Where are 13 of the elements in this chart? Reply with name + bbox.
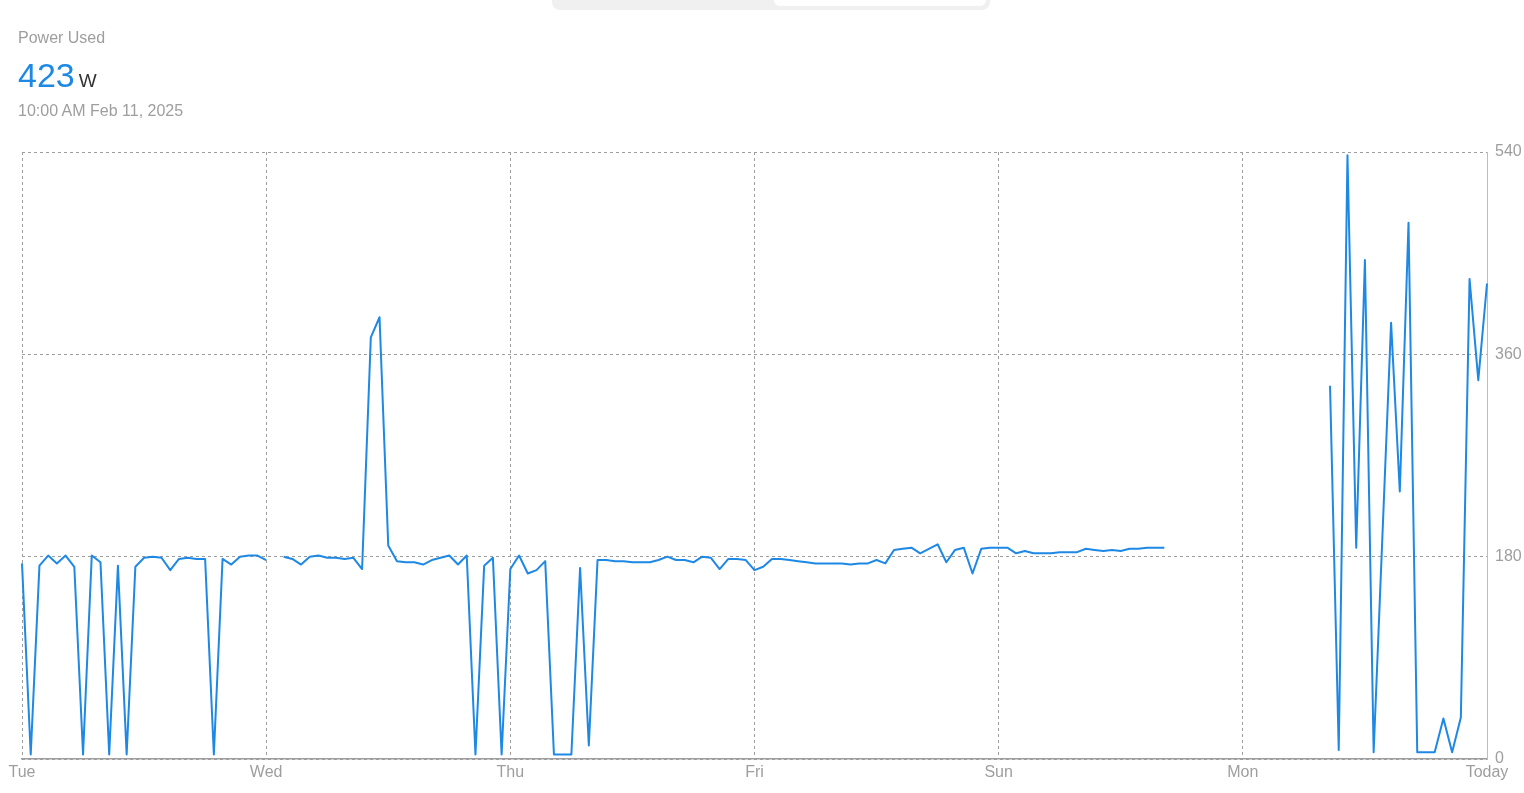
chart-subtitle: 10:00 AM Feb 11, 2025 bbox=[18, 102, 184, 120]
text: W bbox=[78, 70, 97, 91]
y-tick-label: 180 bbox=[1495, 547, 1522, 565]
x-tick-label: Mon bbox=[1227, 763, 1259, 781]
x-tick-label: Thu bbox=[496, 763, 525, 781]
x-tick-label: Fri bbox=[745, 763, 764, 781]
x-tick-label: Sun bbox=[984, 763, 1013, 781]
y-tick-label: 360 bbox=[1495, 344, 1522, 362]
chart-title: Power Used bbox=[18, 29, 106, 47]
y-tick-label: 540 bbox=[1495, 142, 1522, 160]
x-tick-label: Wed bbox=[249, 763, 283, 781]
x-tick-label: Tue bbox=[8, 763, 36, 781]
text: 423 bbox=[18, 56, 75, 94]
